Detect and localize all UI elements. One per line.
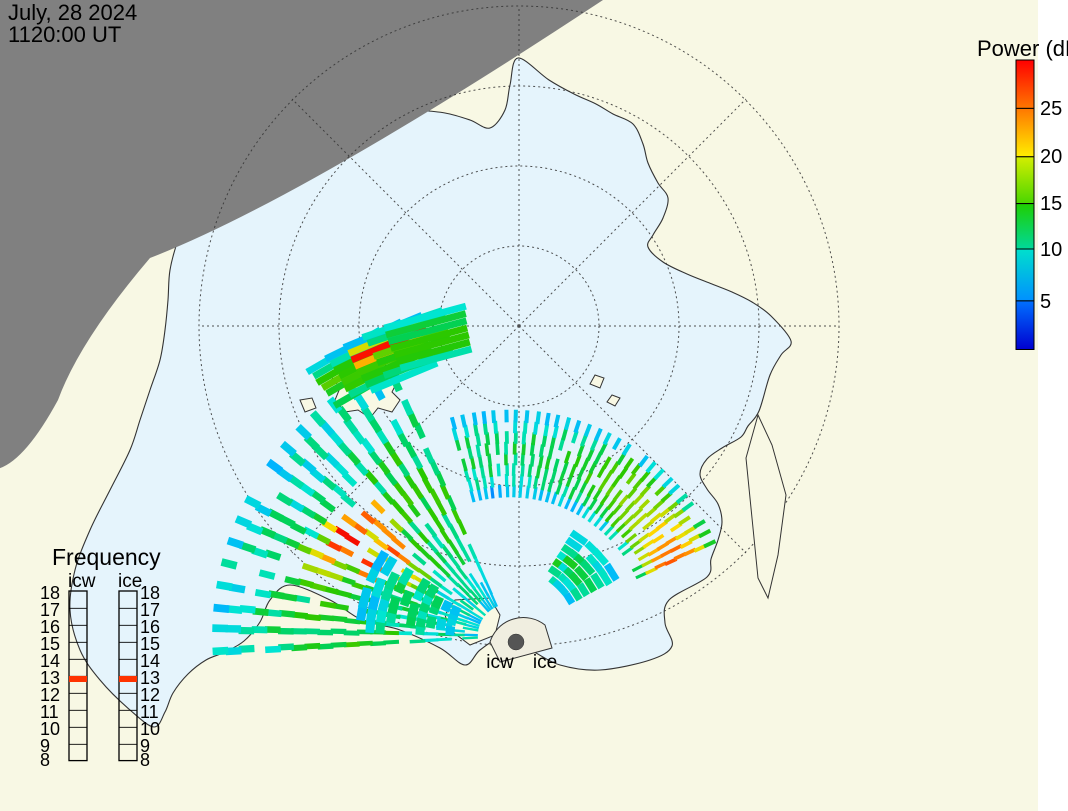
svg-text:Frequency: Frequency <box>52 544 161 570</box>
svg-text:5: 5 <box>1040 291 1051 313</box>
svg-text:icw: icw <box>68 571 96 592</box>
svg-text:Power (dB): Power (dB) <box>977 36 1068 61</box>
svg-text:15: 15 <box>1040 193 1062 215</box>
svg-text:20: 20 <box>1040 146 1062 168</box>
svg-text:ice: ice <box>118 571 142 592</box>
svg-text:1120:00 UT: 1120:00 UT <box>8 22 121 47</box>
svg-text:25: 25 <box>1040 98 1062 120</box>
svg-text:10: 10 <box>1040 239 1062 261</box>
svg-text:8: 8 <box>140 750 150 770</box>
svg-text:8: 8 <box>40 750 50 770</box>
svg-text:icw: icw <box>486 652 514 673</box>
svg-text:ice: ice <box>533 652 557 673</box>
